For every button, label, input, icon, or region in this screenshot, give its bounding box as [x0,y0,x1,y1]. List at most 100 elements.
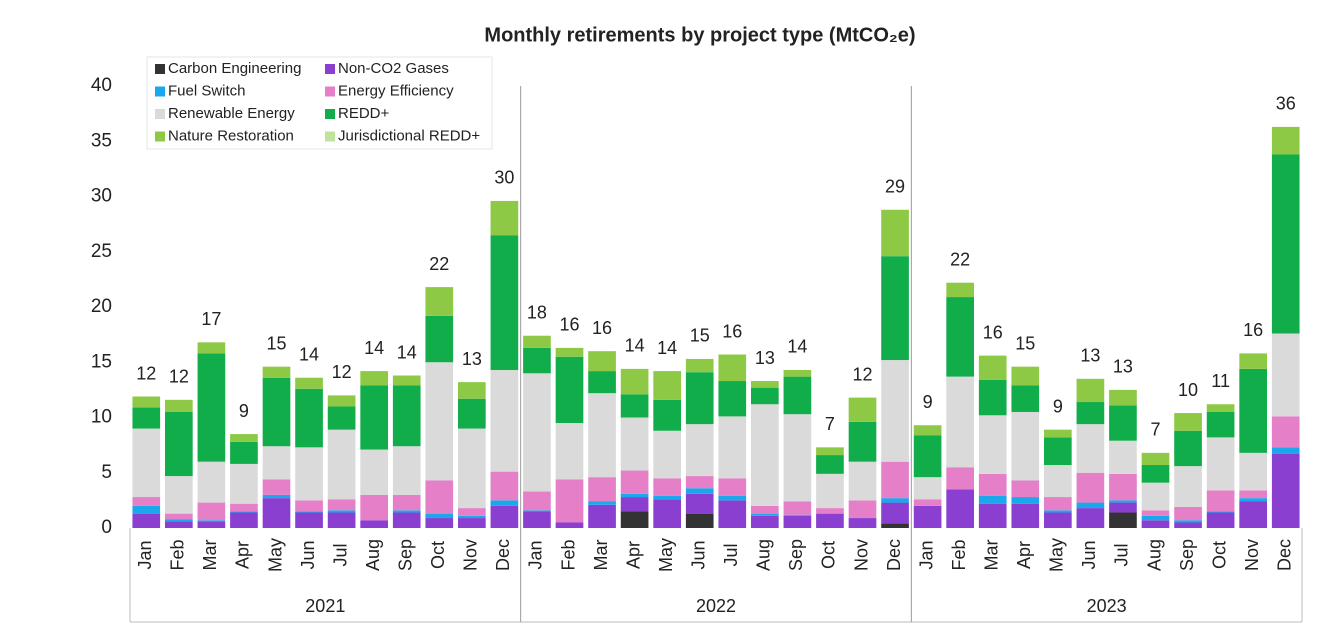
chart-title: Monthly retirements by project type (MtC… [484,24,915,46]
x-tick-label: Jun [1079,540,1099,569]
bar-segment [1109,502,1137,513]
bar-segment [978,503,1007,528]
bar-segment [913,425,942,436]
bar-segment [523,347,551,374]
bar-segment [1043,497,1072,511]
bar-segment [360,449,389,495]
bar-segment [750,387,779,405]
legend-swatch [325,131,335,142]
bar-segment [1011,497,1040,504]
bar-segment [588,393,616,478]
bar-segment [295,377,323,389]
x-tick-label: Sep [786,539,806,571]
total-label: 11 [1211,371,1230,391]
total-label: 16 [592,318,612,338]
x-tick-label: Oct [428,541,448,569]
total-label: 13 [462,349,482,369]
x-tick-label: Dec [1274,539,1294,571]
bar-segment [1141,515,1170,521]
bar-segment [1141,465,1170,483]
x-group-label: 2022 [696,596,736,616]
bar-segment [360,385,389,450]
bar-segment [555,423,584,480]
bar-segment [392,375,421,386]
bar-segment [1043,510,1072,513]
bar-segment [620,368,649,395]
total-label: 15 [266,333,286,353]
bar-segment [132,407,161,429]
bar-segment [523,335,551,348]
legend-label: Carbon Engineering [168,60,301,77]
bar-segment [718,416,747,479]
x-tick-label: Jul [1112,543,1132,566]
legend-swatch [325,86,335,97]
x-tick-label: Jul [330,543,350,566]
bar-segment [1271,447,1300,454]
legend-label: Energy Efficiency [338,82,454,99]
bar-segment [1109,440,1137,474]
x-tick-label: Aug [1144,539,1164,571]
bar-segment [750,404,779,506]
x-group-label: 2021 [305,596,345,616]
bar-segment [685,424,714,477]
x-tick-label: Aug [363,539,383,571]
total-label: 16 [722,321,742,341]
total-label: 9 [923,392,933,412]
x-tick-label: Dec [493,539,513,571]
legend-box [146,56,493,150]
bar-segment [327,406,356,430]
bar-segment [1174,413,1202,431]
bar-segment [1141,452,1170,466]
bar-segment [230,434,258,442]
bar-segment [392,385,421,447]
bar-segment [327,429,356,500]
bar-segment [881,209,909,257]
total-label: 22 [950,249,970,269]
x-tick-label: Nov [461,539,481,571]
x-tick-label: Dec [884,539,904,571]
bar-segment [1206,512,1235,528]
bar-segment [946,297,975,377]
bar-segment [1141,520,1170,528]
total-label: 13 [755,348,775,368]
bar-segment [1043,429,1072,438]
bar-segment [1109,405,1137,441]
bar-segment [978,415,1007,474]
bar-segment [1109,500,1137,503]
total-label: 30 [494,168,514,188]
x-tick-label: Mar [200,539,220,570]
bar-segment [848,461,877,501]
bar-segment [1174,522,1202,528]
bar-segment [164,411,193,477]
total-label: 22 [429,254,449,274]
total-label: 14 [625,336,645,356]
x-tick-label: Feb [949,539,969,570]
bar-segment [1239,452,1268,491]
bar-segment [848,421,877,462]
bar-segment [1141,482,1170,511]
legend: Carbon Engineering Non-CO2 Gases Fuel Swit… [146,56,493,150]
bar-segment [1206,411,1235,438]
bar-segment [1206,437,1235,491]
bar-segment [425,287,454,316]
bar-segment [653,430,682,479]
bar-segment [946,467,975,490]
x-tick-label: Oct [1209,541,1229,569]
bar-segment [620,497,649,512]
bar-segment [490,369,519,472]
total-label: 14 [657,338,677,358]
bar-segment [1076,424,1105,473]
x-tick-label: Jul [721,543,741,566]
bar-segment [1239,490,1268,499]
bar-segment [164,476,193,514]
bar-segment [132,497,161,506]
x-tick-label: Feb [558,539,578,570]
bar-segment [262,494,291,499]
bar-segment [1043,437,1072,466]
bar-segment [327,512,356,528]
bar-segment [653,371,682,400]
bar-segment [588,477,616,502]
total-label: 7 [1150,420,1160,440]
bar-segment [816,447,844,456]
